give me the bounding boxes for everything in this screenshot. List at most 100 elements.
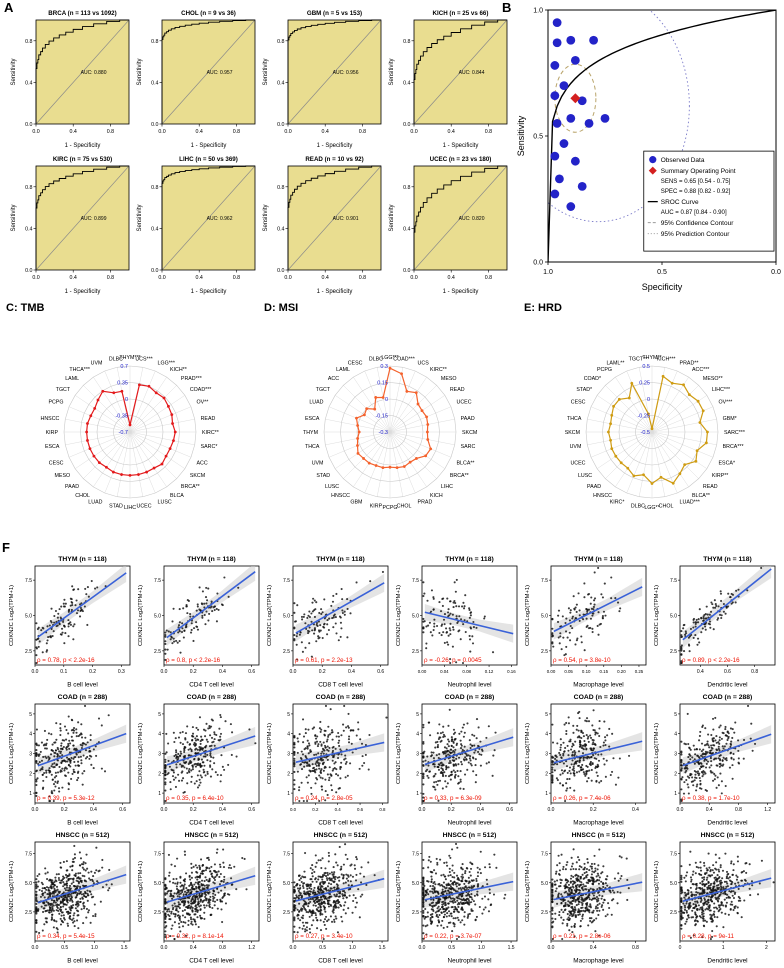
radar-category-label: UVM bbox=[312, 461, 324, 467]
svg-text:5.0: 5.0 bbox=[154, 614, 161, 620]
radar-category-label: BRCA*** bbox=[723, 444, 744, 450]
svg-text:2.5: 2.5 bbox=[283, 910, 290, 916]
radar-category-label: KICH*** bbox=[657, 356, 676, 362]
svg-text:2: 2 bbox=[674, 771, 677, 777]
svg-text:0.4: 0.4 bbox=[196, 129, 203, 135]
svg-text:0.0: 0.0 bbox=[158, 129, 165, 135]
radar-category-label: THCA*** bbox=[69, 367, 90, 373]
legend-summary: Summary Operating Point bbox=[661, 168, 736, 175]
svg-text:5.0: 5.0 bbox=[25, 614, 32, 620]
svg-text:0.0: 0.0 bbox=[410, 275, 417, 281]
scatter-xlabel: B cell level bbox=[67, 820, 98, 827]
panel-f-scatter-grid: THYM (n = 118) ρ = 0.78, p < 2.2e-16 0.0 0.… bbox=[5, 552, 779, 966]
roc-curve bbox=[287, 19, 381, 124]
svg-text:0.2: 0.2 bbox=[61, 807, 68, 813]
roc-xlabel: 1 - Specificity bbox=[443, 143, 479, 149]
svg-text:0.4: 0.4 bbox=[322, 275, 329, 281]
radar-tick-label: -0.5 bbox=[641, 430, 650, 436]
svg-text:0.0: 0.0 bbox=[25, 268, 32, 274]
svg-text:0.4: 0.4 bbox=[322, 129, 329, 135]
svg-text:7.5: 7.5 bbox=[154, 578, 161, 584]
svg-text:0.8: 0.8 bbox=[219, 945, 226, 951]
svg-text:0.4: 0.4 bbox=[706, 807, 713, 813]
svg-text:0.4: 0.4 bbox=[335, 807, 342, 812]
scatter-title: COAD (n = 288) bbox=[187, 694, 237, 701]
radar-category-label: STAD bbox=[109, 504, 123, 510]
radar-category-label: HNSCC bbox=[593, 493, 612, 499]
svg-text:5: 5 bbox=[416, 712, 419, 718]
scatter-xlabel: CD8 T cell level bbox=[318, 958, 363, 965]
radar-category-label: CHOL bbox=[659, 504, 674, 510]
svg-text:0.4: 0.4 bbox=[196, 275, 203, 281]
scatter-1-3: COAD (n = 288) ρ = 0.33, p = 6.3e-09 0.0 0.… bbox=[396, 694, 518, 827]
regression-line bbox=[37, 572, 127, 638]
roc-curve bbox=[35, 165, 129, 270]
radar-category-label: MESO** bbox=[703, 376, 723, 382]
roc-auc-label: AUC: 0.957 bbox=[207, 70, 233, 76]
radar-tick-label: 0 bbox=[647, 397, 650, 403]
radar-category-label: BRCA** bbox=[181, 484, 200, 490]
svg-text:0.5: 0.5 bbox=[533, 134, 543, 141]
roc-title: CHOL (n = 9 vs 36) bbox=[181, 10, 236, 17]
svg-text:7.5: 7.5 bbox=[25, 578, 32, 584]
observed-point bbox=[559, 81, 569, 90]
svg-text:0.00: 0.00 bbox=[418, 669, 427, 674]
radar-category-label: PCPG bbox=[382, 505, 397, 511]
scatter-ylabel: CDKN2C Log2(TPM+1) bbox=[267, 861, 273, 922]
svg-text:0.5: 0.5 bbox=[657, 269, 667, 276]
prediction-contour bbox=[548, 10, 690, 223]
radar-category-label: LAML bbox=[65, 376, 79, 382]
observed-point bbox=[570, 156, 580, 166]
legend-sroc: SROC Curve bbox=[661, 199, 699, 206]
regression-line bbox=[424, 880, 514, 901]
scatter-ylabel: CDKN2C Log2(TPM+1) bbox=[654, 585, 660, 646]
scatter-ylabel: CDKN2C Log2(TPM+1) bbox=[9, 585, 15, 646]
svg-text:0.8: 0.8 bbox=[751, 669, 758, 675]
svg-text:1: 1 bbox=[29, 791, 32, 797]
svg-text:4: 4 bbox=[158, 732, 161, 738]
correlation-stat: ρ = 0.39, p = 5.3e-12 bbox=[37, 795, 95, 802]
regression-line bbox=[166, 874, 256, 903]
radar-category-label: KIRC** bbox=[430, 367, 447, 373]
legend-spec: SPEC = 0.88 [0.82 - 0.92] bbox=[661, 188, 731, 195]
radar-category-label: OV*** bbox=[719, 399, 733, 405]
svg-text:5.0: 5.0 bbox=[283, 614, 290, 620]
radar-tick-label: 0 bbox=[125, 397, 128, 403]
svg-text:0.4: 0.4 bbox=[697, 669, 704, 675]
roc-plot-4: KIRC (n = 75 vs 530) AUC: 0.899 0.00.0 0.4 0… bbox=[11, 156, 130, 295]
radar-category-label: KIRC** bbox=[202, 430, 219, 436]
svg-text:1.0: 1.0 bbox=[533, 8, 543, 15]
svg-text:5: 5 bbox=[158, 712, 161, 718]
radar-category-label: SARC bbox=[461, 444, 476, 450]
scatter-xlabel: Neutrophil level bbox=[447, 820, 491, 827]
roc-auc-label: AUC: 0.962 bbox=[207, 216, 233, 222]
radar-tick-label: -0.35 bbox=[115, 414, 128, 420]
scatter-ylabel: CDKN2C Log2(TPM+1) bbox=[9, 861, 15, 922]
svg-text:0.2: 0.2 bbox=[89, 669, 96, 675]
scatter-ylabel: CDKN2C Log2(TPM+1) bbox=[138, 585, 144, 646]
radar-category-label: LUAD*** bbox=[680, 500, 700, 506]
observed-point bbox=[566, 113, 576, 123]
scatter-0-0: THYM (n = 118) ρ = 0.78, p < 2.2e-16 0.0 0.… bbox=[9, 556, 131, 689]
svg-text:0.3: 0.3 bbox=[118, 669, 125, 675]
svg-text:0.4: 0.4 bbox=[70, 129, 77, 135]
radar-category-label: LIHC*** bbox=[712, 387, 730, 393]
svg-text:0.00: 0.00 bbox=[547, 669, 556, 674]
svg-text:0.16: 0.16 bbox=[507, 669, 516, 674]
svg-text:3: 3 bbox=[29, 752, 32, 758]
scatter-title: HNSCC (n = 512) bbox=[185, 832, 239, 839]
roc-xlabel: 1 - Specificity bbox=[443, 289, 479, 295]
roc-ylabel: Sensitivity bbox=[263, 204, 269, 231]
regression-line bbox=[37, 732, 127, 767]
roc-xlabel: 1 - Specificity bbox=[317, 289, 353, 295]
svg-text:0.6: 0.6 bbox=[724, 669, 731, 675]
radar-category-label: MESO bbox=[441, 376, 457, 382]
radar-category-label: LGG** bbox=[644, 505, 659, 511]
regression-line bbox=[166, 735, 256, 766]
roc-title: KIRC (n = 75 vs 530) bbox=[53, 156, 112, 163]
svg-text:0.6: 0.6 bbox=[377, 669, 384, 675]
scatter-2-5: HNSCC (n = 512)ρ = 0.28, p = 9e-110 1 2Den… bbox=[654, 832, 776, 965]
radar-category-label: OV** bbox=[197, 399, 209, 405]
svg-text:1.5: 1.5 bbox=[121, 945, 128, 951]
observed-point bbox=[589, 35, 598, 45]
